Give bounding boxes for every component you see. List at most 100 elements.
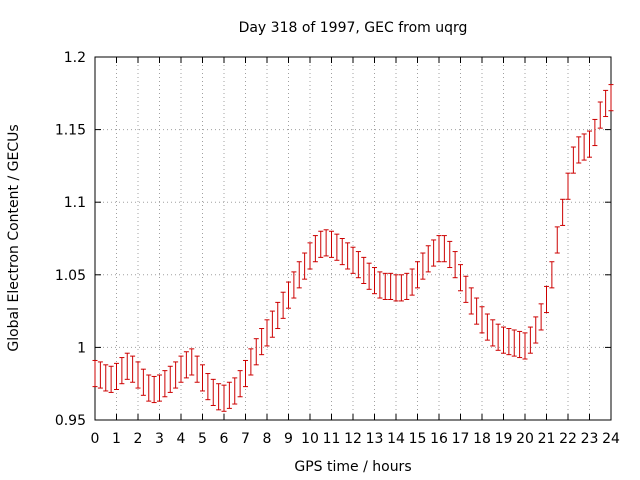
data-point bbox=[183, 351, 189, 379]
data-point bbox=[452, 251, 458, 279]
data-point bbox=[420, 252, 426, 280]
data-point bbox=[517, 330, 523, 359]
data-point bbox=[495, 323, 501, 351]
data-point bbox=[463, 275, 469, 303]
x-tick-label: 20 bbox=[516, 431, 534, 447]
data-point bbox=[178, 355, 184, 383]
data-point bbox=[323, 229, 329, 257]
x-tick-label: 17 bbox=[452, 431, 470, 447]
data-point bbox=[355, 251, 361, 279]
data-point bbox=[318, 230, 324, 258]
data-point bbox=[554, 226, 560, 254]
chart-title: Day 318 of 1997, GEC from uqrg bbox=[239, 20, 468, 36]
x-tick-label: 14 bbox=[387, 431, 405, 447]
data-point bbox=[377, 271, 383, 299]
data-point bbox=[345, 242, 351, 270]
data-point bbox=[608, 84, 614, 112]
data-point bbox=[151, 375, 157, 404]
x-tick-label: 18 bbox=[473, 431, 491, 447]
data-point bbox=[253, 338, 259, 366]
x-tick-label: 8 bbox=[263, 431, 272, 447]
data-point bbox=[264, 319, 270, 347]
x-tick-label: 12 bbox=[344, 431, 362, 447]
x-tick-label: 22 bbox=[559, 431, 577, 447]
x-tick-label: 11 bbox=[323, 431, 341, 447]
x-tick-label: 2 bbox=[134, 431, 143, 447]
data-point bbox=[157, 374, 162, 402]
data-point bbox=[597, 101, 603, 129]
data-point bbox=[560, 198, 566, 226]
data-point bbox=[544, 285, 549, 314]
data-point bbox=[259, 328, 265, 356]
data-point bbox=[382, 272, 388, 300]
data-point bbox=[216, 383, 222, 411]
x-tick-label: 23 bbox=[581, 431, 599, 447]
data-point bbox=[189, 348, 195, 376]
data-series bbox=[92, 84, 614, 412]
data-point bbox=[570, 146, 576, 174]
data-point bbox=[393, 274, 399, 302]
x-tick-label: 0 bbox=[91, 431, 100, 447]
x-tick-label: 16 bbox=[430, 431, 448, 447]
data-point bbox=[533, 316, 539, 344]
data-point bbox=[474, 297, 480, 325]
data-point bbox=[307, 242, 313, 270]
data-point bbox=[205, 373, 211, 401]
data-point bbox=[286, 281, 291, 309]
data-point bbox=[334, 233, 340, 261]
data-point bbox=[522, 332, 528, 360]
data-point bbox=[339, 238, 345, 266]
data-point bbox=[527, 326, 533, 354]
data-point bbox=[302, 252, 308, 280]
data-point bbox=[372, 267, 377, 295]
data-point bbox=[576, 136, 582, 164]
data-point bbox=[409, 268, 415, 296]
data-point bbox=[210, 378, 216, 406]
data-point bbox=[275, 301, 281, 330]
data-point bbox=[425, 245, 431, 273]
y-tick-label: 1.2 bbox=[64, 50, 86, 66]
x-tick-label: 9 bbox=[284, 431, 293, 447]
y-tick-label: 1.15 bbox=[55, 123, 86, 139]
data-point bbox=[232, 377, 238, 405]
data-point bbox=[167, 365, 173, 393]
data-point bbox=[511, 329, 517, 357]
data-point bbox=[243, 359, 248, 388]
data-point bbox=[458, 264, 463, 292]
data-point bbox=[592, 118, 598, 147]
data-point bbox=[538, 303, 544, 331]
data-point bbox=[484, 313, 490, 341]
data-point bbox=[280, 291, 286, 319]
x-tick-label: 5 bbox=[198, 431, 207, 447]
data-point bbox=[436, 235, 442, 263]
data-point bbox=[237, 370, 243, 398]
data-point bbox=[398, 274, 404, 302]
data-point bbox=[431, 239, 437, 267]
data-point bbox=[312, 235, 318, 263]
x-tick-label: 4 bbox=[177, 431, 186, 447]
data-point bbox=[103, 364, 109, 392]
data-point bbox=[603, 89, 609, 118]
data-point bbox=[350, 246, 356, 274]
data-point bbox=[140, 368, 146, 396]
data-point bbox=[119, 357, 125, 385]
x-tick-label: 6 bbox=[220, 431, 229, 447]
data-point bbox=[194, 355, 200, 383]
data-point bbox=[92, 359, 98, 388]
data-point bbox=[114, 362, 119, 391]
data-point bbox=[296, 261, 302, 289]
data-point bbox=[108, 365, 114, 393]
data-point bbox=[581, 133, 587, 161]
data-point bbox=[388, 272, 394, 300]
x-tick-label: 19 bbox=[495, 431, 513, 447]
x-tick-label: 1 bbox=[112, 431, 121, 447]
y-tick-label: 1 bbox=[77, 340, 86, 356]
ticks: 0 1 2 3 4 5 6 7 8 9 10 11 12 13 14 15 16 17 18 19 20 21 22 23 24… bbox=[55, 50, 620, 447]
data-point bbox=[329, 230, 334, 258]
data-point bbox=[173, 361, 179, 389]
data-point bbox=[146, 374, 152, 402]
data-point bbox=[366, 262, 372, 290]
data-point bbox=[404, 272, 410, 300]
data-point bbox=[162, 370, 168, 398]
